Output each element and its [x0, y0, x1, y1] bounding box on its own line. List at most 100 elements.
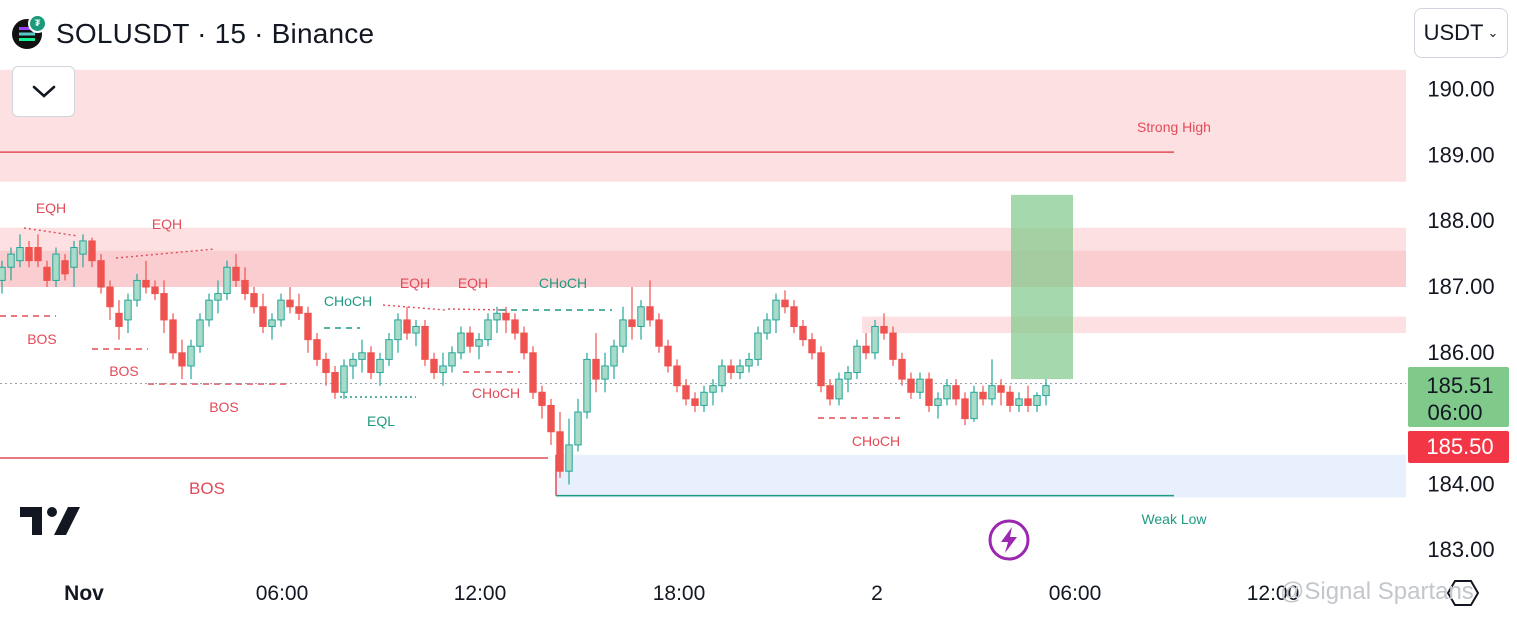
- candle-down: [232, 266, 240, 281]
- candle-up: [412, 325, 420, 334]
- candle-down: [160, 293, 168, 321]
- candle-up: [448, 352, 456, 367]
- collapse-button[interactable]: [12, 66, 75, 117]
- x-tick-label: Nov: [64, 582, 104, 605]
- structure-label: CHoCH: [472, 385, 520, 401]
- candle-up: [745, 358, 753, 367]
- x-tick-label: 06:00: [256, 582, 309, 605]
- candle-up: [610, 345, 618, 367]
- supply-zone: [862, 316, 1406, 334]
- hexagon-settings-icon: [1446, 580, 1480, 606]
- candle-down: [682, 385, 690, 400]
- candle-down: [898, 358, 906, 380]
- structure-label: EQL: [367, 413, 395, 429]
- candle-up: [187, 345, 195, 367]
- candle-up: [475, 339, 483, 347]
- candle-down: [286, 299, 294, 308]
- candle-up: [916, 378, 924, 393]
- candle-up: [934, 398, 942, 406]
- candle-up: [484, 319, 492, 341]
- candle-up: [619, 319, 627, 347]
- x-tick-label: 12:00: [1247, 582, 1300, 605]
- candle-down: [502, 312, 510, 321]
- y-tick-label: 186.00: [1427, 340, 1494, 365]
- candle-up: [16, 247, 24, 262]
- x-tick-label: 12:00: [454, 582, 507, 605]
- structure-label: EQH: [152, 216, 182, 232]
- watermark: @Signal Spartans: [1280, 578, 1474, 605]
- x-tick-label: 2: [871, 582, 883, 605]
- candle-up: [394, 319, 402, 341]
- candle-up: [277, 299, 285, 321]
- candle-down: [961, 398, 969, 420]
- candle-down: [520, 332, 528, 354]
- candle-down: [403, 319, 411, 334]
- candle-up: [709, 385, 717, 393]
- last-price-badge: [1408, 431, 1509, 463]
- candle-down: [529, 352, 537, 393]
- candle-up: [70, 247, 78, 268]
- candle-down: [556, 431, 564, 472]
- candle-up: [349, 358, 357, 367]
- candle-up: [970, 391, 978, 420]
- candle-down: [61, 260, 69, 275]
- candle-up: [853, 345, 861, 374]
- candle-down: [1006, 391, 1014, 406]
- demand-zone: [556, 454, 1406, 498]
- candle-up: [340, 365, 348, 393]
- candle-down: [547, 404, 555, 433]
- candle-up: [1015, 398, 1023, 406]
- candle-up: [493, 312, 501, 321]
- candle-down: [331, 372, 339, 393]
- candle-down: [43, 266, 51, 281]
- candle-down: [655, 319, 663, 347]
- candle-down: [304, 312, 312, 341]
- last-price-value: 185.50: [1426, 434, 1493, 459]
- structure-line: [23, 227, 79, 237]
- candle-up: [943, 385, 951, 400]
- candle-down: [907, 378, 915, 393]
- candle-down: [952, 385, 960, 400]
- candle-down: [151, 286, 159, 295]
- currency-select[interactable]: USDT ⌄: [1414, 8, 1508, 58]
- candle-down: [826, 385, 834, 400]
- structure-label: CHoCH: [852, 433, 900, 449]
- candle-up: [0, 266, 6, 281]
- candle-down: [808, 339, 816, 354]
- candle-down: [25, 247, 33, 262]
- y-tick-label: 190.00: [1427, 77, 1494, 102]
- candle-up: [871, 325, 879, 354]
- structure-label: EQH: [458, 275, 488, 291]
- candle-up: [196, 319, 204, 347]
- candle-down: [817, 352, 825, 387]
- candle-up: [601, 365, 609, 380]
- y-tick-label: 188.00: [1427, 208, 1494, 233]
- currency-label: USDT: [1423, 20, 1484, 45]
- candle-up: [736, 365, 744, 374]
- candle-down: [178, 352, 186, 367]
- y-tick-label: 189.00: [1427, 142, 1494, 167]
- candle-down: [799, 325, 807, 341]
- candle-down: [241, 279, 249, 295]
- x-tick-label: 06:00: [1049, 582, 1102, 605]
- chevron-down-icon: [32, 85, 55, 98]
- candle-up: [574, 411, 582, 446]
- candle-up: [124, 299, 132, 321]
- current-price-badge: [1408, 367, 1509, 427]
- structure-label: BOS: [209, 399, 239, 415]
- candle-up: [583, 358, 591, 413]
- candle-up: [7, 253, 15, 268]
- candle-up: [565, 444, 573, 472]
- y-tick-label: 183.00: [1427, 537, 1494, 562]
- x-tick-label: 18:00: [653, 582, 706, 605]
- symbol-title: SOLUSDT · 15 · Binance: [56, 18, 375, 49]
- candle-down: [430, 358, 438, 374]
- structure-line: [115, 248, 216, 259]
- candle-down: [664, 345, 672, 367]
- lightning-bolt-icon[interactable]: [987, 518, 1031, 562]
- candle-down: [511, 319, 519, 334]
- candle-down: [115, 312, 123, 327]
- candle-down: [169, 319, 177, 354]
- candle-down: [34, 247, 42, 262]
